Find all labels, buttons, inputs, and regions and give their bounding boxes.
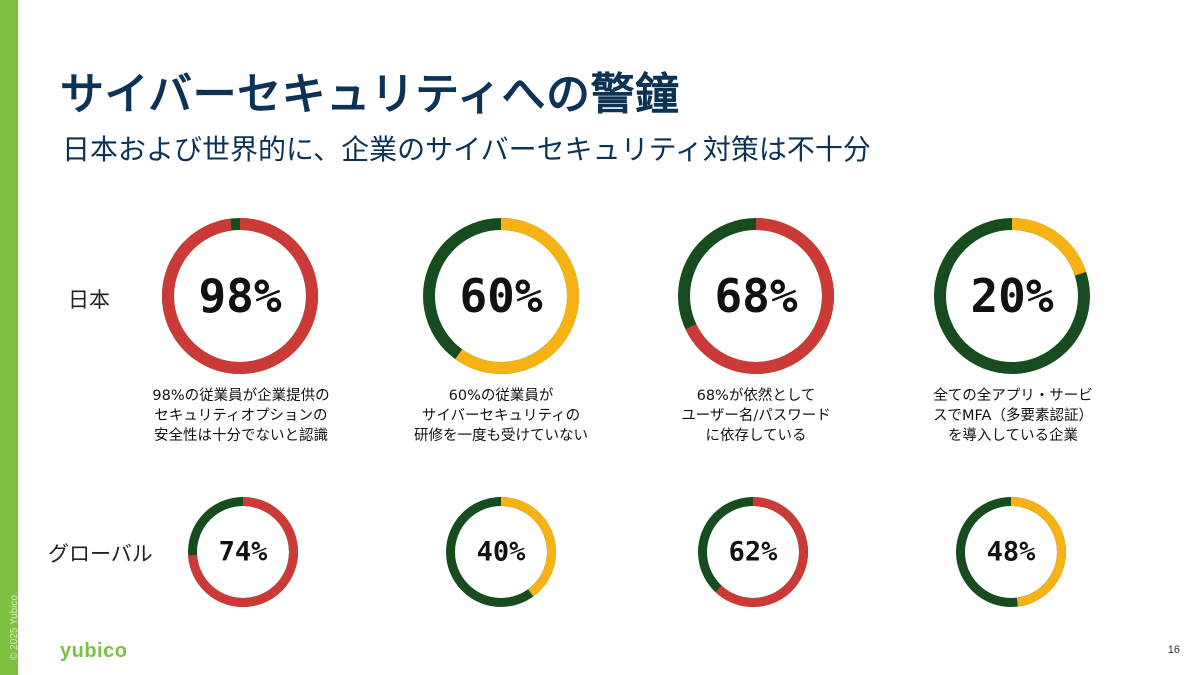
- slide-subtitle: 日本および世界的に、企業のサイバーセキュリティ対策は不十分: [62, 133, 871, 166]
- desc-japan-20: 全ての全アプリ・サービ スでMFA（多要素認証） を導入している企業: [933, 388, 1093, 444]
- row-label-global: グローバル: [48, 542, 153, 566]
- donut-japan-60: 60%: [423, 218, 579, 374]
- donut-global-62: 62%: [698, 497, 808, 607]
- donut-japan-68: 68%: [678, 218, 834, 374]
- donut-japan-98: 98%: [162, 218, 318, 374]
- sidebar-accent-bar: [0, 0, 18, 675]
- donut-value-arc-japan-0: [162, 218, 318, 374]
- donut-label-global-3: 48%: [987, 537, 1037, 568]
- donut-label-japan-1: 60%: [459, 269, 542, 323]
- donut-global-48: 48%: [956, 497, 1066, 607]
- donut-global-74: 74%: [188, 497, 298, 607]
- donut-label-japan-2: 68%: [714, 269, 797, 323]
- donut-label-japan-0: 98%: [198, 269, 281, 323]
- donut-value-arc-global-0: [188, 497, 298, 607]
- desc-japan-98: 98%の従業員が企業提供の セキュリティオプションの 安全性は十分でないと認識: [152, 388, 330, 444]
- donut-value-arc-global-2: [715, 497, 808, 607]
- donut-value-arc-japan-2: [685, 218, 834, 374]
- donut-value-arc-japan-1: [455, 218, 579, 374]
- donut-svg-global-0: 74%: [188, 497, 298, 607]
- donut-label-global-2: 62%: [729, 537, 779, 568]
- desc-japan-60: 60%の従業員が サイバーセキュリティの 研修を一度も受けていない: [414, 388, 588, 444]
- desc-japan-68: 68%が依然として ユーザー名/パスワード に依存している: [681, 388, 831, 444]
- donut-label-japan-3: 20%: [970, 269, 1053, 323]
- page-number: 16: [1167, 644, 1180, 656]
- donut-svg-japan-1: 60%: [423, 218, 579, 374]
- donut-value-arc-global-3: [1010, 497, 1066, 607]
- donut-svg-global-1: 40%: [446, 497, 556, 607]
- donut-svg-japan-3: 20%: [934, 218, 1090, 374]
- donut-svg-global-3: 48%: [956, 497, 1066, 607]
- donut-svg-japan-2: 68%: [678, 218, 834, 374]
- donut-svg-global-2: 62%: [698, 497, 808, 607]
- donut-value-arc-japan-3: [1011, 218, 1087, 276]
- donut-value-arc-global-1: [500, 497, 556, 597]
- copyright-text: © 2025 Yubico: [9, 594, 20, 660]
- yubico-logo: yubico: [60, 640, 128, 662]
- slide-title: サイバーセキュリティへの警鐘: [60, 69, 680, 120]
- donut-svg-japan-0: 98%: [162, 218, 318, 374]
- donut-label-global-0: 74%: [219, 537, 269, 568]
- donut-global-40: 40%: [446, 497, 556, 607]
- donut-japan-20: 20%: [934, 218, 1090, 374]
- row-label-japan: 日本: [68, 288, 110, 312]
- donut-label-global-1: 40%: [477, 537, 527, 568]
